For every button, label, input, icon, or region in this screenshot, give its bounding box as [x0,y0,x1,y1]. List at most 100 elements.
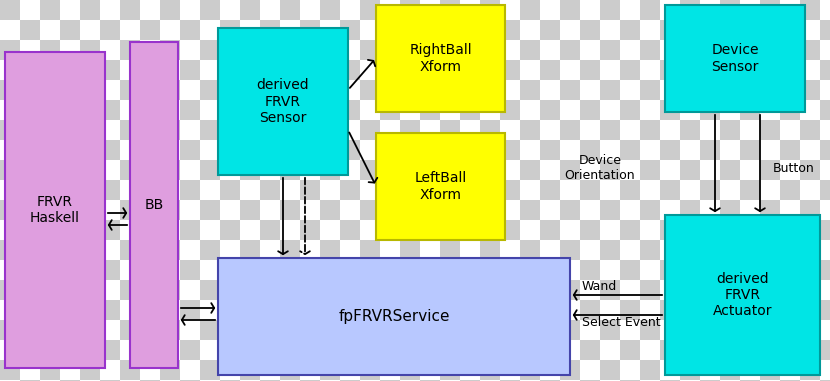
Bar [540,80,560,100]
Bar [420,380,440,381]
Bar [680,120,700,140]
Bar [300,120,320,140]
Bar [780,380,800,381]
Bar [560,320,580,340]
Bar [640,280,660,300]
Bar [400,100,420,120]
Bar [600,140,620,160]
Bar [140,140,160,160]
Bar [620,60,640,80]
Bar [260,160,280,180]
Bar [300,0,320,20]
Bar [260,40,280,60]
Bar [400,200,420,220]
Bar [500,140,520,160]
Bar [420,200,440,220]
Bar [200,360,220,380]
Bar [460,100,480,120]
Bar [760,240,780,260]
Bar [340,160,360,180]
Bar [200,40,220,60]
Bar [740,260,760,280]
Bar [480,280,500,300]
Bar [160,100,180,120]
Bar [260,300,280,320]
Bar [220,40,240,60]
Bar [80,160,100,180]
Bar [40,80,60,100]
Bar [400,320,420,340]
Bar [760,300,780,320]
Bar [700,40,720,60]
Bar [300,260,320,280]
Bar [260,360,280,380]
Bar [60,240,80,260]
Bar [180,280,200,300]
Bar [440,120,460,140]
Bar [380,80,400,100]
Bar [0,160,20,180]
Bar [40,260,60,280]
Bar [280,160,300,180]
Bar [800,80,820,100]
Bar [780,80,800,100]
Bar [200,60,220,80]
Bar [760,40,780,60]
Bar [340,340,360,360]
Bar [420,260,440,280]
Bar [760,180,780,200]
Bar [360,340,380,360]
Bar [360,240,380,260]
Bar [500,280,520,300]
Bar [620,200,640,220]
Bar [20,380,40,381]
Bar [280,240,300,260]
Bar [740,240,760,260]
Bar [760,120,780,140]
Bar [640,180,660,200]
Bar [100,280,120,300]
Bar [620,160,640,180]
Bar [820,280,830,300]
Bar [560,340,580,360]
Bar [580,0,600,20]
Bar [100,300,120,320]
Bar [700,280,720,300]
Bar [180,220,200,240]
Bar [240,40,260,60]
Bar [40,140,60,160]
Bar [680,100,700,120]
Bar [360,0,380,20]
Bar [140,0,160,20]
Bar [740,380,760,381]
Bar [480,20,500,40]
Bar [180,380,200,381]
Bar [760,380,780,381]
Bar [780,140,800,160]
Bar [120,240,140,260]
Bar [520,20,540,40]
Bar [140,60,160,80]
Bar [120,20,140,40]
Bar [440,380,460,381]
Bar [200,120,220,140]
Bar [300,340,320,360]
Bar [640,260,660,280]
Bar [820,300,830,320]
Bar [240,140,260,160]
Bar [60,180,80,200]
Bar [80,40,100,60]
Bar [700,320,720,340]
Bar [130,42,178,368]
Bar [760,220,780,240]
Bar [440,320,460,340]
Bar [400,80,420,100]
Bar [260,80,280,100]
Bar [260,180,280,200]
Bar [140,160,160,180]
Bar [180,200,200,220]
Bar [120,180,140,200]
Bar [800,200,820,220]
Bar [120,60,140,80]
Bar [120,80,140,100]
